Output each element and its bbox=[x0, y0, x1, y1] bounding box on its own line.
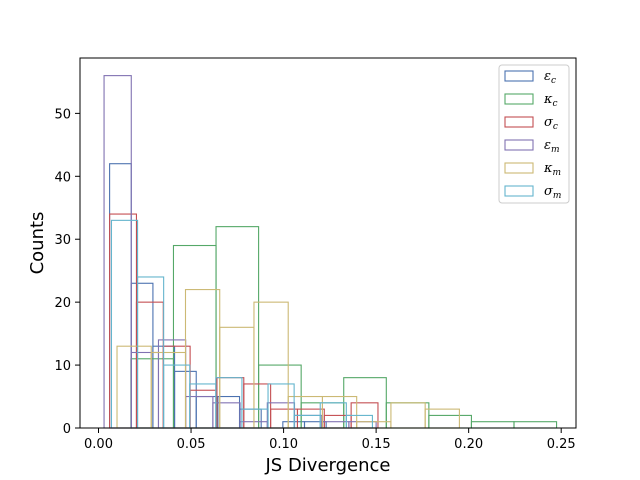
x-tick-label: 0.15 bbox=[362, 437, 391, 452]
legend-swatch bbox=[504, 70, 534, 82]
legend-swatch bbox=[504, 93, 534, 105]
y-tick-label: 50 bbox=[54, 107, 71, 122]
y-axis-label: Counts bbox=[27, 212, 48, 275]
legend-swatch bbox=[504, 139, 534, 151]
bin-bar bbox=[110, 219, 139, 429]
x-tick-label: 0.10 bbox=[269, 437, 298, 452]
series-layer bbox=[103, 75, 558, 429]
series-σ-c bbox=[109, 213, 379, 429]
bin-bar bbox=[241, 408, 269, 429]
legend-swatch bbox=[504, 185, 534, 197]
legend-label: σc bbox=[544, 115, 558, 132]
bin-bar bbox=[157, 339, 187, 429]
bin-bar bbox=[266, 402, 296, 429]
x-axis-label: JS Divergence bbox=[264, 455, 390, 476]
bin-bar bbox=[109, 163, 132, 429]
series-κ-c bbox=[130, 226, 558, 429]
y-tick-label: 10 bbox=[54, 359, 71, 374]
legend-label: εc bbox=[544, 69, 556, 86]
legend-item: σc bbox=[504, 115, 558, 132]
x-axis: 0.00 0.05 0.10 0.15 0.20 0.25 bbox=[84, 428, 576, 452]
legend-frame bbox=[498, 64, 570, 204]
y-tick-label: 0 bbox=[63, 422, 71, 437]
series-ε-m bbox=[103, 75, 377, 429]
legend-label: εm bbox=[544, 138, 560, 155]
legend-item: εm bbox=[504, 138, 560, 155]
bin-bar bbox=[150, 351, 187, 429]
bin-bar bbox=[287, 395, 323, 429]
bin-bar bbox=[385, 402, 430, 429]
bin-bar bbox=[130, 351, 160, 429]
legend-item: κc bbox=[504, 92, 558, 109]
bin-bar bbox=[390, 402, 426, 429]
bin-bar bbox=[130, 282, 154, 429]
x-tick-label: 0.00 bbox=[84, 437, 113, 452]
bin-bar bbox=[135, 301, 164, 429]
bin-bar bbox=[513, 421, 558, 429]
legend: εc κc σc εm κm σm bbox=[498, 64, 570, 204]
legend-label: κm bbox=[543, 161, 561, 178]
legend-item: σm bbox=[504, 184, 561, 201]
x-tick-label: 0.25 bbox=[547, 437, 576, 452]
y-axis: 0 10 20 30 40 50 bbox=[54, 107, 80, 437]
legend-swatch bbox=[504, 116, 534, 128]
bin-bar bbox=[217, 395, 241, 429]
bin-bar bbox=[424, 408, 460, 429]
y-tick-label: 40 bbox=[54, 170, 71, 185]
x-tick-label: 0.20 bbox=[454, 437, 483, 452]
legend-label: κc bbox=[543, 92, 558, 109]
bin-bar bbox=[172, 244, 217, 429]
bin-bar bbox=[238, 408, 262, 429]
bin-bar bbox=[270, 408, 299, 429]
bin-bar bbox=[103, 75, 132, 429]
bin-bar bbox=[195, 395, 219, 429]
legend-item: κm bbox=[504, 161, 561, 178]
x-tick-label: 0.05 bbox=[177, 437, 206, 452]
y-tick-label: 20 bbox=[54, 296, 71, 311]
bin-bar bbox=[109, 213, 137, 429]
bin-bar bbox=[470, 421, 515, 429]
legend-item: εc bbox=[504, 69, 556, 86]
y-tick-label: 30 bbox=[54, 233, 71, 248]
plot-frame bbox=[79, 57, 577, 429]
legend-swatch bbox=[504, 162, 534, 174]
legend-label: σm bbox=[544, 184, 561, 201]
bin-bar bbox=[428, 414, 472, 429]
